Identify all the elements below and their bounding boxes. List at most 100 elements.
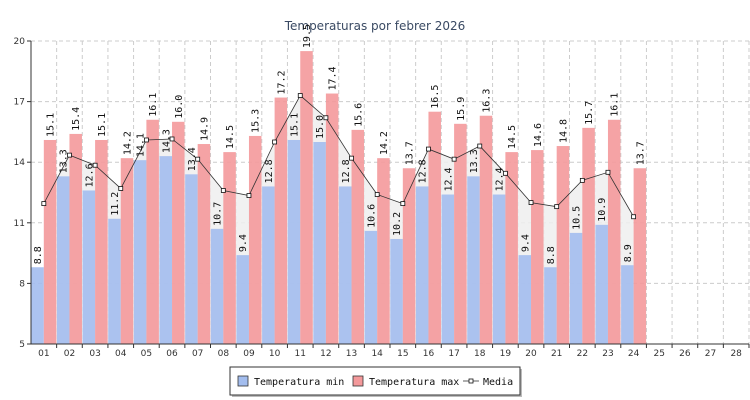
data-label-min: 10.7 bbox=[213, 202, 224, 226]
bar-min bbox=[108, 218, 121, 344]
data-label-max: 14.6 bbox=[533, 123, 544, 147]
legend: Temperatura min Temperatura max Media bbox=[229, 366, 522, 397]
y-tick-label: 17 bbox=[14, 98, 25, 108]
x-tick-label: 08 bbox=[218, 349, 230, 359]
legend-label-max: Temperatura max bbox=[369, 377, 459, 388]
bar-max bbox=[43, 139, 57, 344]
bar-max bbox=[146, 119, 159, 344]
bar-min bbox=[185, 174, 198, 344]
media-point bbox=[143, 137, 149, 143]
media-line bbox=[43, 94, 634, 217]
media-point bbox=[41, 201, 47, 207]
data-label-min: 12.8 bbox=[264, 159, 275, 183]
media-point bbox=[92, 162, 98, 168]
data-label-min: 9.4 bbox=[520, 234, 531, 252]
bar-max bbox=[300, 51, 313, 344]
x-tick-label: 27 bbox=[705, 349, 716, 359]
data-label-max: 13.7 bbox=[405, 141, 416, 165]
data-label-max: 16.0 bbox=[174, 95, 185, 119]
data-label-max: 17.2 bbox=[276, 70, 287, 94]
bar-max bbox=[377, 158, 390, 344]
x-tick-label: 17 bbox=[448, 349, 459, 359]
bar-min bbox=[339, 186, 352, 344]
media-point bbox=[502, 170, 508, 176]
bar-max bbox=[633, 168, 647, 344]
bar-max bbox=[95, 139, 108, 344]
x-tick-label: 15 bbox=[397, 349, 408, 359]
bar-max bbox=[454, 123, 467, 344]
media-point bbox=[349, 155, 354, 161]
media-point bbox=[272, 139, 278, 145]
x-tick-label: 13 bbox=[346, 349, 357, 359]
media-point bbox=[246, 193, 252, 198]
legend-label-min: Temperatura min bbox=[254, 377, 344, 388]
data-label-min: 14.1 bbox=[136, 133, 147, 157]
x-tick-label: 10 bbox=[269, 349, 281, 359]
bar-max bbox=[69, 133, 82, 344]
legend-swatch-media-point bbox=[468, 378, 474, 384]
x-tick-label: 21 bbox=[551, 349, 562, 359]
x-tick-label: 06 bbox=[166, 349, 178, 359]
legend-box bbox=[229, 366, 521, 396]
bar-min bbox=[569, 232, 583, 344]
x-tick-label: 25 bbox=[654, 349, 665, 359]
y-tick-label: 20 bbox=[14, 37, 26, 47]
bar-min bbox=[313, 142, 326, 344]
bar-min bbox=[56, 176, 70, 344]
x-tick-label: 24 bbox=[628, 349, 640, 359]
bar-max bbox=[274, 97, 288, 344]
x-tick-label: 07 bbox=[192, 349, 203, 359]
bar-min bbox=[544, 267, 557, 344]
bar-min bbox=[159, 156, 173, 344]
legend-swatch-min bbox=[237, 375, 249, 387]
data-label-max: 15.1 bbox=[46, 113, 57, 137]
data-label-max: 15.7 bbox=[584, 101, 595, 125]
x-tick-label: 12 bbox=[320, 349, 331, 359]
data-label-max: 14.2 bbox=[123, 131, 134, 155]
y-tick-label: 11 bbox=[14, 219, 25, 229]
bar-min bbox=[390, 238, 403, 344]
media-point bbox=[631, 214, 637, 220]
data-label-min: 8.8 bbox=[546, 246, 557, 264]
media-point bbox=[528, 200, 534, 206]
bar-min bbox=[262, 186, 275, 344]
x-tick-label: 01 bbox=[38, 349, 49, 359]
data-label-max: 15.3 bbox=[251, 109, 262, 133]
x-tick-label: 04 bbox=[115, 349, 127, 359]
media-point bbox=[605, 169, 611, 175]
bar-max bbox=[248, 135, 262, 344]
data-label-max: 17.4 bbox=[328, 66, 339, 90]
data-label-max: 19.5 bbox=[302, 24, 313, 48]
bar-max bbox=[223, 152, 236, 344]
data-label-max: 15.4 bbox=[71, 107, 82, 131]
data-label-min: 10.9 bbox=[597, 198, 608, 222]
bar-max bbox=[479, 115, 493, 345]
bar-max bbox=[402, 168, 416, 344]
data-label-max: 15.1 bbox=[97, 113, 108, 137]
bar-min bbox=[467, 176, 480, 344]
media-point bbox=[67, 152, 72, 158]
bar-min bbox=[441, 194, 455, 344]
data-label-min: 15.0 bbox=[315, 115, 326, 139]
data-label-max: 14.5 bbox=[225, 125, 236, 149]
x-tick-label: 26 bbox=[679, 349, 691, 359]
y-tick-label: 8 bbox=[19, 279, 25, 289]
media-point bbox=[426, 146, 431, 152]
x-tick-label: 22 bbox=[577, 349, 588, 359]
media-point bbox=[118, 186, 124, 191]
bar-max bbox=[531, 150, 544, 344]
legend-label-media: Media bbox=[483, 377, 513, 388]
bar-min bbox=[210, 228, 224, 344]
data-label-max: 15.9 bbox=[456, 97, 467, 121]
x-tick-label: 05 bbox=[141, 349, 152, 359]
data-label-min: 8.8 bbox=[33, 246, 44, 264]
y-tick-label: 14 bbox=[14, 158, 26, 168]
chart-title: Temperaturas por febrer 2026 bbox=[284, 19, 466, 33]
plot-area: 8.815.113.315.412.615.111.214.2 14.116.11… bbox=[14, 24, 750, 359]
bar-min bbox=[82, 190, 96, 344]
data-label-max: 16.1 bbox=[148, 93, 159, 117]
data-label-max: 16.1 bbox=[610, 93, 621, 117]
media-point bbox=[195, 156, 201, 162]
bar-min bbox=[236, 255, 249, 344]
